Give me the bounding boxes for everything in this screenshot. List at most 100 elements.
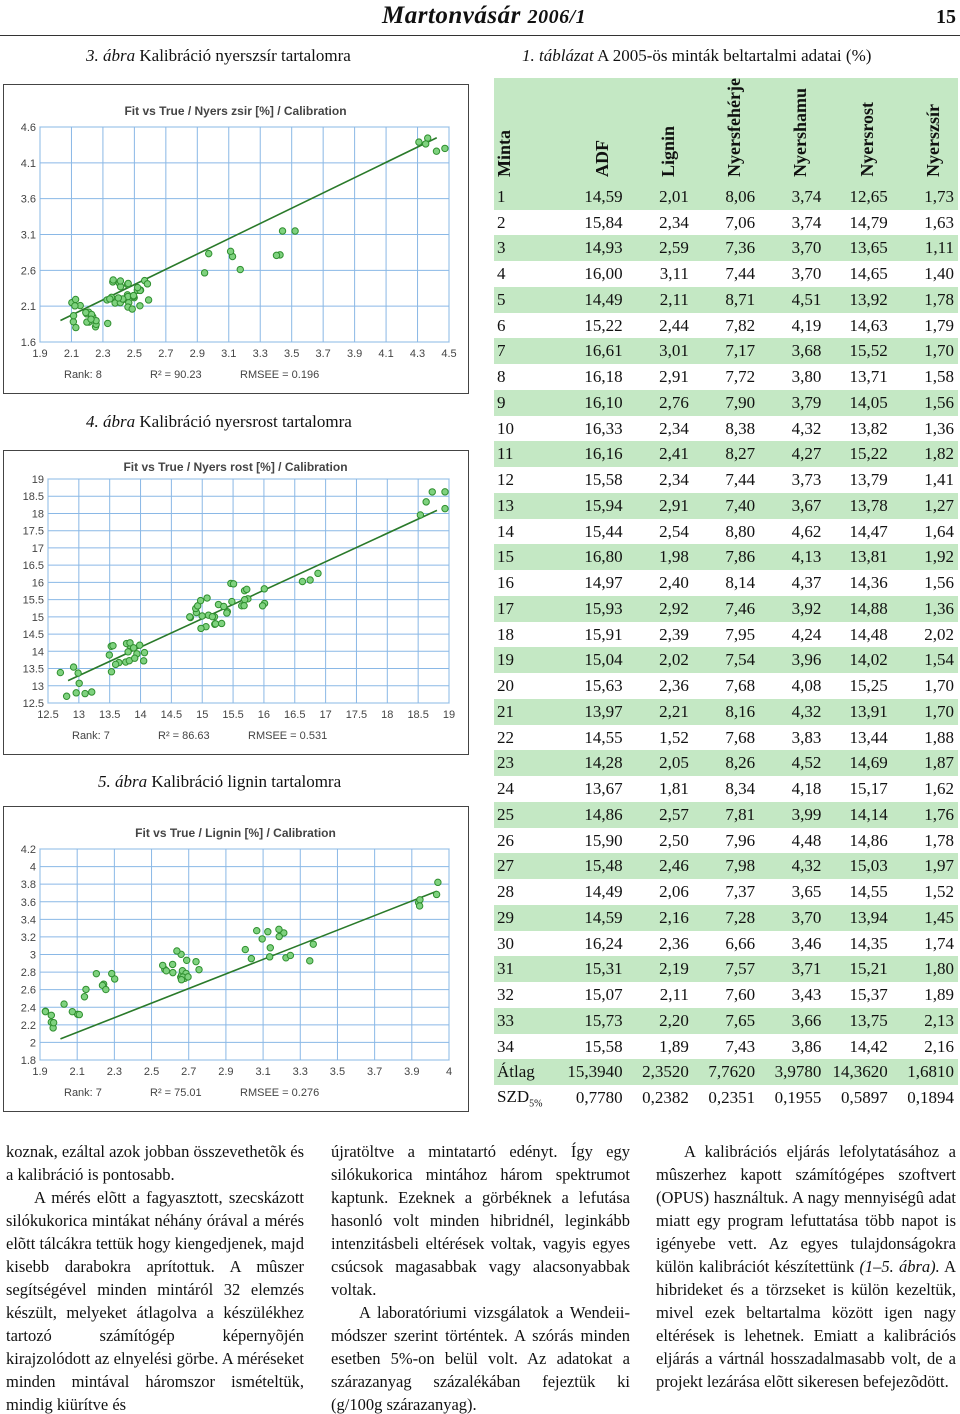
table-cell: 7,44 [725,264,756,284]
table-cell: 2,54 [659,521,689,541]
paragraph: A mérés elõtt a fagyasztott, szecskázott… [6,1188,304,1414]
data-point [140,648,149,657]
table-cell: 15,37 [849,985,888,1005]
table-cell: 14,49 [560,286,627,313]
table-cell: 2,01 [626,183,693,210]
table-row: 16 14,97 2,40 8,14 4,37 14,36 1,56 [494,570,958,596]
data-point [272,251,281,260]
table-cell: 7,17 [692,338,760,365]
data-point [69,663,78,671]
data-point [192,957,200,966]
table-cell: 1,70 [891,698,958,725]
composition-table: Minta ADF Lignin Nyersfehérje Nyershamu Nyers… [494,78,958,1111]
data-point [422,498,430,506]
table-cell: 23 [494,750,561,777]
table-cell: 13,91 [825,698,892,725]
table-cell: 1,70 [924,676,954,696]
y-tick-label: 18.5 [23,491,44,503]
table-cell: 7,68 [725,727,756,747]
data-point [441,504,449,513]
table-cell: Átlag [494,1059,561,1086]
table-cell: 16,80 [560,544,627,571]
table-cell: 3,70 [759,235,826,262]
data-point [177,976,186,984]
data-point [126,639,134,647]
table-cell: 1,36 [924,418,954,438]
table-cell: 3,43 [791,985,822,1005]
data-point [184,973,192,981]
data-point [265,953,274,961]
table-cell: 15 [494,544,561,571]
x-tick-label: 3.9 [347,348,362,360]
table-cell: 3,9780 [759,1059,826,1086]
table-cell: 7,96 [725,830,756,850]
table-cell: 15,58 [584,470,623,490]
table-cell: 15,94 [560,492,627,519]
data-point [298,577,307,586]
data-point [92,969,101,978]
figure-4-caption: 4. ábra Kalibráció nyersrost tartalomra [86,412,352,431]
y-tick-label: 2.4 [21,1002,36,1014]
table-cell: 3,71 [759,956,826,983]
table-cell: 1,76 [891,801,958,828]
table-cell: 4,19 [791,315,822,335]
x-tick-label: 2.9 [218,1066,233,1078]
table-cell: 22 [497,727,514,747]
y-tick-label: 12.5 [23,698,44,710]
table-cell: 8,06 [692,183,760,210]
data-point [258,602,267,610]
table-cell: 3,67 [759,492,826,519]
table-cell: 0,1955 [774,1088,822,1108]
y-tick-label: 17.5 [23,526,44,538]
data-point [69,312,78,320]
table-cell: 4,18 [791,779,822,799]
table-cell: 1,92 [891,544,958,571]
paragraph: koznak, ezáltal azok jobban összevethetõ… [6,1142,304,1184]
y-tick-label: 3.4 [21,914,36,926]
data-point [241,945,249,954]
figure-5-chart: Fit vs True / Lignin [%] / Calibration 1.… [3,806,469,1112]
table-cell: 7,36 [692,235,760,262]
table-cell: 8,26 [692,750,760,777]
table-cell: 7,68 [725,676,756,696]
table-cell: 3,73 [791,470,822,490]
table-cell: 14,42 [849,1036,888,1056]
table-row: 20 15,63 2,36 7,68 4,08 15,25 1,70 [494,673,958,699]
table-cell: 3,65 [791,882,822,902]
table-cell: 1,62 [924,779,954,799]
table-cell: 13,79 [849,470,888,490]
data-point [60,1000,68,1008]
data-point [41,1007,50,1016]
table-cell: 0,2382 [642,1088,689,1108]
table-cell: 33 [494,1007,561,1034]
calibration-plot-fiber: Fit vs True / Nyers rost [%] / Calibrati… [23,460,456,742]
table-cell: 32 [497,985,514,1005]
table-cell: 7,46 [692,595,760,622]
table-row: 27 15,48 2,46 7,98 4,32 15,03 1,97 [494,853,958,880]
body-column-2: újratöltve a mintatartó edényt. Így egy … [331,1140,630,1414]
table-cell: 0,7780 [575,1088,623,1108]
y-tick-label: 2.6 [21,265,36,277]
table-cell: 15,22 [584,315,623,335]
table-cell: 4,32 [759,698,826,725]
table-cell: 19 [494,647,561,674]
table-cell: 14,3620 [825,1059,892,1086]
y-tick-label: 2 [30,1037,36,1049]
table-cell: 14,14 [825,801,892,828]
r2-label: R² = 90.23 [150,369,202,381]
x-tick-label: 15.5 [222,709,243,721]
table-cell: 13,67 [584,779,623,799]
y-tick-label: 19 [32,474,44,486]
table-cell: 2,92 [626,595,693,622]
column-header: Nyersfehérje [724,78,745,177]
table-row: 14 15,44 2,54 8,80 4,62 14,47 1,64 [494,519,958,545]
data-point [416,896,424,904]
x-tick-label: 2.5 [144,1066,159,1078]
x-tick-label: 1.9 [32,1066,47,1078]
data-point [200,269,209,277]
table-cell: 7,06 [725,212,756,232]
table-cell: 14,97 [584,573,623,593]
y-tick-label: 4.6 [21,122,36,134]
data-point [104,319,112,328]
data-point [258,935,266,943]
